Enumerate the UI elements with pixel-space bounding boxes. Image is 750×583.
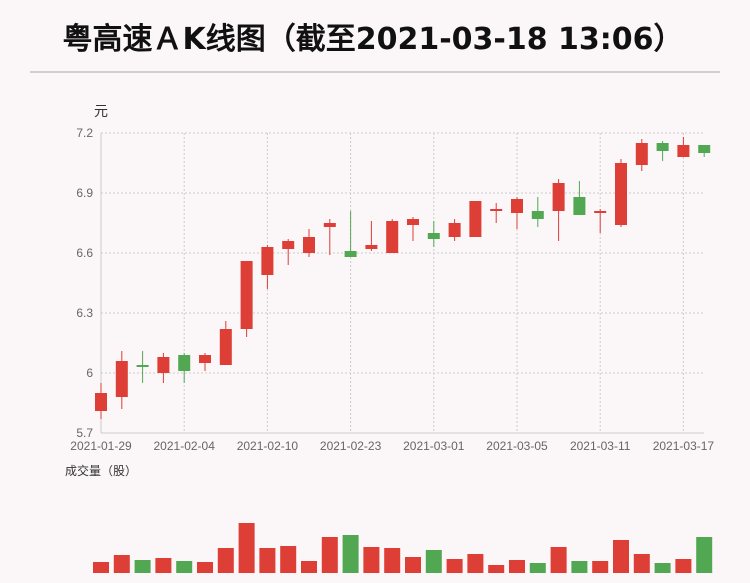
volume-bar: [197, 562, 213, 573]
volume-bar: [405, 557, 421, 573]
x-tick-label: 2021-03-05: [486, 439, 548, 453]
volume-bar: [93, 562, 109, 573]
candle-body: [386, 221, 399, 253]
candle-body: [594, 211, 607, 213]
candle-body: [677, 145, 690, 157]
volume-bar: [155, 558, 172, 573]
y-axis-label: 元: [94, 103, 108, 119]
x-tick-label: 2021-01-29: [70, 439, 132, 453]
candle-body: [344, 251, 357, 257]
y-tick-label: 6.9: [76, 186, 93, 200]
candle-body: [136, 365, 149, 367]
volume-bar: [217, 548, 234, 573]
candle-body: [490, 209, 503, 211]
candle-body: [178, 355, 191, 371]
candle-body: [365, 245, 378, 249]
volume-bar: [342, 535, 359, 573]
candle-body: [199, 355, 211, 363]
volume-bar: [571, 561, 588, 573]
volume-bar: [613, 540, 629, 573]
candle-body: [511, 199, 523, 213]
volume-bar: [529, 563, 546, 573]
volume-bar: [467, 554, 484, 573]
candle-body: [531, 211, 544, 219]
x-tick-label: 2021-03-11: [570, 439, 631, 453]
volume-bar: [238, 523, 255, 573]
x-tick-label: 2021-02-10: [237, 439, 299, 453]
candle-body: [635, 143, 648, 165]
volume-bar: [509, 560, 525, 573]
candle-body: [95, 393, 107, 411]
volume-bar: [675, 559, 692, 573]
volume-bar: [696, 537, 713, 573]
candle-body: [448, 223, 461, 237]
volume-bar: [550, 547, 567, 573]
candle-body: [219, 329, 232, 365]
x-tick-label: 2021-03-01: [403, 439, 465, 453]
candle-body: [656, 143, 669, 151]
volume-label: 成交量（股）: [65, 463, 137, 478]
volume-bar: [633, 554, 650, 573]
volume-bar: [592, 561, 609, 573]
candle-body: [282, 241, 295, 249]
candle-body: [407, 219, 419, 225]
candle-body: [698, 145, 711, 153]
x-tick-label: 2021-02-04: [154, 439, 216, 453]
volume-bar: [488, 565, 505, 573]
candle-body: [157, 357, 170, 373]
volume-bar: [113, 555, 130, 573]
candle-body: [573, 197, 586, 215]
x-tick-label: 2021-02-23: [320, 439, 382, 453]
volume-bar: [384, 548, 401, 573]
y-tick-label: 6.6: [76, 246, 93, 260]
volume-bar: [321, 537, 338, 573]
y-tick-label: 7.2: [76, 126, 93, 140]
chart-title: 粤高速ＡK线图（截至2021-03-18 13:06）: [62, 22, 683, 57]
x-tick-label: 2021-03-17: [653, 439, 715, 453]
candle-body: [615, 163, 627, 225]
volume-bar: [301, 561, 317, 573]
volume-bar: [134, 560, 151, 573]
candle-body: [552, 183, 565, 211]
candle-body: [303, 237, 315, 253]
volume-bar: [425, 550, 442, 573]
candle-body: [323, 223, 336, 227]
volume-bar: [654, 563, 671, 573]
candle-body: [240, 261, 253, 329]
y-tick-label: 5.7: [76, 426, 93, 440]
volume-bar: [363, 547, 380, 573]
y-tick-label: 6: [86, 366, 93, 380]
y-tick-label: 6.3: [76, 306, 93, 320]
volume-bar: [259, 548, 276, 573]
candle-body: [427, 233, 440, 239]
candle-body: [261, 247, 274, 275]
volume-bar: [280, 546, 297, 573]
candle-body: [469, 201, 482, 237]
candle-body: [115, 361, 128, 397]
volume-bar: [176, 561, 193, 573]
volume-bar: [446, 559, 463, 573]
